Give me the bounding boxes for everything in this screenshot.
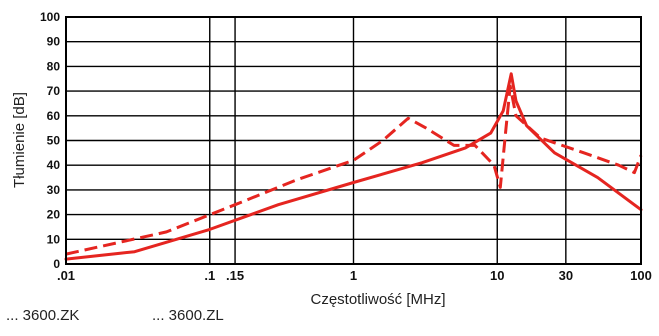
x-tick-label: 10: [490, 268, 504, 283]
y-tick-label: 100: [40, 10, 60, 24]
plot-frame: [65, 16, 642, 265]
series-line-dashed: [65, 84, 643, 256]
x-axis-label: Częstotliwość [MHz]: [310, 291, 445, 308]
x-tick-label: 1: [350, 268, 357, 283]
x-tick-label: .1: [204, 268, 215, 283]
y-tick-label: 20: [47, 208, 61, 222]
y-tick-label: 90: [47, 35, 61, 49]
y-axis-ticks: 0 10 20 30 40 50 60 70 80 90 100: [40, 10, 60, 271]
y-tick-label: 0: [53, 257, 60, 271]
y-tick-label: 60: [47, 109, 61, 123]
y-tick-label: 80: [47, 59, 61, 73]
x-tick-label: 30: [559, 268, 573, 283]
y-axis-label: Tłumienie [dB]: [11, 92, 28, 188]
y-tick-label: 50: [47, 134, 61, 148]
y-tick-label: 40: [47, 158, 61, 172]
legend-entry: ... 3600.ZK: [6, 307, 79, 324]
x-tick-label: .01: [57, 268, 75, 283]
y-tick-label: 10: [47, 232, 61, 246]
legend: ... 3600.ZK ... 3600.ZL: [6, 307, 224, 324]
series-layer: [64, 72, 643, 261]
x-axis-ticks: .01 .1 .15 1 10 30 100: [57, 268, 652, 283]
x-tick-label: 100: [630, 268, 652, 283]
x-tick-label: .15: [226, 268, 244, 283]
legend-entry: ... 3600.ZL: [152, 307, 224, 324]
series-line-solid: [64, 72, 643, 261]
y-tick-label: 70: [47, 84, 61, 98]
y-tick-label: 30: [47, 183, 61, 197]
